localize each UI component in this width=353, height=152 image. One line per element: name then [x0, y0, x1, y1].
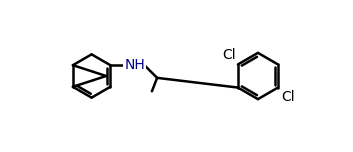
Text: Cl: Cl [222, 48, 236, 62]
Text: Cl: Cl [281, 90, 294, 104]
Text: NH: NH [124, 58, 145, 72]
